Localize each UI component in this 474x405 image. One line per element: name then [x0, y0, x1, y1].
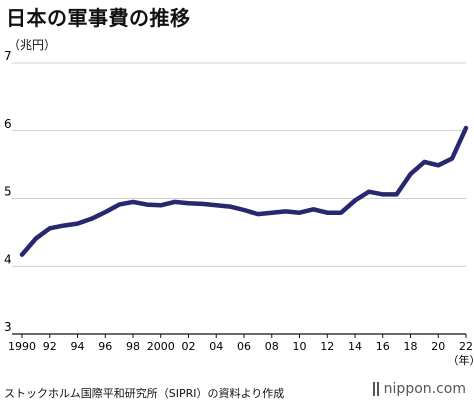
y-tick-label-7: 7 — [4, 49, 12, 63]
pause-mark-icon — [370, 382, 381, 396]
y-tick-label-5: 5 — [4, 185, 12, 199]
series-line-0 — [19, 125, 469, 257]
x-unit-label: （年） — [448, 353, 474, 367]
x-tick-label-2010: 10 — [293, 340, 307, 353]
x-tick-label-2016: 16 — [376, 340, 390, 353]
grid-layer — [12, 62, 467, 338]
x-tick-label-2000: 2000 — [147, 340, 175, 353]
x-tick-label-2008: 08 — [265, 340, 279, 353]
series-layer — [19, 125, 469, 257]
y-tick-label-3: 3 — [4, 320, 12, 334]
y-tick-label-4: 4 — [4, 252, 12, 266]
x-tick-label-2012: 12 — [320, 340, 334, 353]
x-tick-label-2002: 02 — [182, 340, 196, 353]
x-tick-label-2022: 22 — [459, 340, 473, 353]
chart-title: 日本の軍事費の推移 — [6, 6, 191, 30]
y-tick-label-6: 6 — [4, 117, 12, 131]
x-tick-label-1992: 92 — [43, 340, 57, 353]
x-tick-label-2020: 20 — [431, 340, 445, 353]
x-tick-label-1990: 1990 — [8, 340, 36, 353]
x-tick-labels: 1990 92 94 96 98 2000 02 04 06 08 10 12 14 16 18 20 22 — [8, 340, 473, 353]
x-tick-label-2014: 14 — [348, 340, 362, 353]
x-tick-label-1998: 98 — [126, 340, 140, 353]
nippon-logo: nippon.com — [370, 381, 466, 397]
x-tick-label-2006: 06 — [237, 340, 251, 353]
x-tick-label-2018: 18 — [404, 340, 418, 353]
logo-text: nippon.com — [383, 381, 466, 397]
x-tick-label-1994: 94 — [71, 340, 85, 353]
x-tick-label-2004: 04 — [209, 340, 223, 353]
y-unit-label: （兆円） — [8, 38, 57, 52]
source-note: ストックホルム国際平和研究所（SIPRI）の資料より作成 — [4, 387, 285, 400]
y-tick-labels: 3 4 5 6 7 — [4, 49, 12, 334]
line-chart: 3 4 5 6 7 1990 92 94 96 98 2000 02 04 06 08 10 12 14 16 18… — [4, 49, 474, 367]
x-tick-label-1996: 96 — [98, 340, 112, 353]
